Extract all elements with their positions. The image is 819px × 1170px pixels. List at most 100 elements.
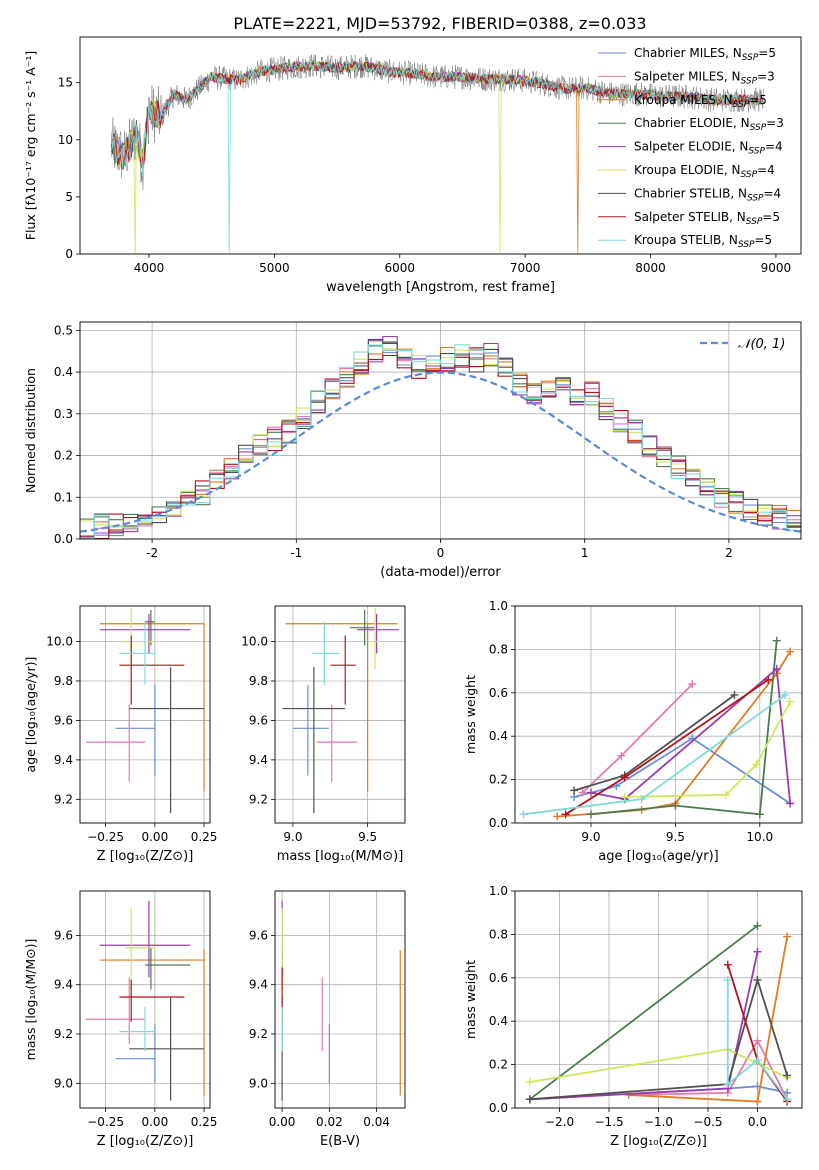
weight-point-salpeter_elodie <box>772 664 781 673</box>
y-tick-label: 15 <box>58 76 73 90</box>
x-axis-label: Z [log₁₀(Z/Z⊙)] <box>97 1134 194 1149</box>
y-tick-label: 1.0 <box>489 599 508 613</box>
x-tick-label: 0.02 <box>316 1115 343 1129</box>
axes-frame <box>79 321 802 540</box>
weight-point-kroupa_miles <box>553 812 562 821</box>
weight-point-chabrier_elodie <box>772 636 781 645</box>
weight-point-salpeter_miles <box>753 1036 762 1045</box>
legend-label-normal: 𝒩(0, 1) <box>738 337 785 352</box>
y-tick-label: 9.6 <box>54 928 73 942</box>
weight-point-salpeter_stelib <box>723 960 732 969</box>
axes-frame <box>274 890 406 1109</box>
weight-point-kroupa_elodie <box>722 790 731 799</box>
weight-line-salpeter_elodie <box>590 667 792 804</box>
y-tick-label: 0 <box>65 247 73 261</box>
weight-line-chabrier_miles <box>573 737 791 805</box>
y-tick-label: 9.4 <box>249 978 268 992</box>
age-vs-mass-panel: 9.0 9.5 9.2 9.4 9.6 9.8 10.0 mass [log₁₀(M/M⊙)] <box>241 605 406 864</box>
x-tick-label: 2 <box>725 546 733 560</box>
x-tick-label: 10.0 <box>746 830 773 844</box>
y-tick-label: 9.2 <box>54 792 73 806</box>
errorbar-marks <box>282 607 400 814</box>
weight-point-salpeter_stelib <box>620 773 629 782</box>
y-tick-label: 0.6 <box>489 971 508 985</box>
weight-point-kroupa_elodie <box>525 1077 534 1086</box>
x-tick-label: 0.0 <box>748 1115 767 1129</box>
weight-point-salpeter_miles <box>617 751 626 760</box>
x-axis-label: Z [log₁₀(Z/Z⊙)] <box>97 849 194 864</box>
y-tick-label: 0.2 <box>489 1058 508 1072</box>
y-tick-label: 9.0 <box>54 1076 73 1090</box>
x-tick-label: 0.04 <box>363 1115 390 1129</box>
x-tick-label: 4000 <box>134 261 165 275</box>
weight-point-chabrier_elodie <box>753 921 762 930</box>
y-tick-label: 0.2 <box>54 449 73 463</box>
weight-line-chabrier_stelib <box>573 694 736 792</box>
weight-point-kroupa_miles <box>753 1097 762 1106</box>
y-axis-label: mass weight <box>463 960 478 1039</box>
weight-point-salpeter_stelib <box>764 675 773 684</box>
y-tick-label: 0.2 <box>489 773 508 787</box>
chart-panels: 4000 5000 6000 7000 8000 9000051015wavelength… <box>23 36 803 1149</box>
mass-vs-extinction-panel: 0.00 0.02 0.04 9.0 9.2 9.4 9.6 E(B-V) <box>249 890 406 1149</box>
x-tick-label: 0.25 <box>191 1115 218 1129</box>
errorbar-marks <box>85 607 205 814</box>
histogram-kroupa_stelib <box>80 344 801 539</box>
spectrum-legend: Chabrier MILES, NSSP=5 Salpeter MILES, NS… <box>598 46 784 250</box>
model-spectrum-kroupa_stelib <box>110 59 764 254</box>
y-tick-label: 10.0 <box>46 635 73 649</box>
weight-point-salpeter_elodie <box>586 788 595 797</box>
axes-frame <box>514 890 803 1109</box>
y-axis-label: Flux [fλ10⁻¹⁷ erg cm⁻² s⁻¹ A⁻¹] <box>23 51 38 240</box>
weight-point-chabrier_stelib <box>570 786 579 795</box>
y-tick-label: 0.0 <box>54 532 73 546</box>
x-tick-label: 0.00 <box>141 1115 168 1129</box>
weight-line-chabrier_elodie <box>529 924 759 1101</box>
x-axis-label: (data-model)/error <box>380 565 501 580</box>
x-tick-label: 1 <box>581 546 589 560</box>
weight-point-chabrier_elodie <box>586 810 595 819</box>
weight-vs-age-panel: 9.0 9.5 10.0 0.0 0.2 0.4 0.6 0.8 1.0 age [log₁₀(a… <box>463 599 803 864</box>
y-tick-label: 9.2 <box>249 792 268 806</box>
x-tick-label: 9000 <box>761 261 792 275</box>
errorbar-marks <box>85 900 205 1101</box>
weight-point-kroupa_stelib <box>781 690 790 699</box>
y-tick-label: 9.2 <box>249 1027 268 1041</box>
axes-frame <box>514 605 803 824</box>
legend-label-chabrier_stelib: Chabrier STELIB, NSSP=4 <box>634 186 781 203</box>
axes-frame <box>274 605 406 824</box>
x-axis-label: age [log₁₀(age/yr)] <box>598 849 719 864</box>
y-tick-label: 9.6 <box>249 713 268 727</box>
y-axis-label: age [log₁₀(age/yr)] <box>23 657 38 773</box>
x-tick-label: 9.5 <box>358 830 377 844</box>
weight-point-kroupa_stelib <box>753 1056 762 1065</box>
residual-histograms <box>80 335 801 539</box>
residuals-panel: -2 -1 0 1 2 0.0 0.1 0.2 0.3 0.4 0.5 (data-model)/er… <box>23 321 802 580</box>
x-tick-label: 5000 <box>259 261 290 275</box>
weight-lines <box>519 636 795 821</box>
y-tick-label: 0.0 <box>489 1101 508 1115</box>
y-tick-label: 0.5 <box>54 323 73 337</box>
weight-point-kroupa_stelib <box>519 810 528 819</box>
weight-point-chabrier_stelib <box>783 1071 792 1080</box>
weight-point-kroupa_stelib <box>723 1080 732 1089</box>
y-tick-label: 10 <box>58 133 73 147</box>
weight-point-salpeter_stelib <box>561 810 570 819</box>
x-tick-label: 9.0 <box>581 830 600 844</box>
weight-point-kroupa_elodie <box>786 697 795 706</box>
weight-point-kroupa_stelib <box>637 795 646 804</box>
weight-point-kroupa_stelib <box>723 975 732 984</box>
legend-label-salpeter_elodie: Salpeter ELODIE, NSSP=4 <box>634 140 783 157</box>
legend-label-kroupa_miles: Kroupa MILES, NSSP=5 <box>634 93 767 110</box>
y-tick-label: 10.0 <box>241 635 268 649</box>
normal-reference-curve <box>80 371 801 533</box>
x-tick-label: 0 <box>437 546 445 560</box>
weight-point-kroupa_miles <box>783 932 792 941</box>
y-tick-label: 9.6 <box>54 713 73 727</box>
y-tick-label: 5 <box>65 190 73 204</box>
legend-label-chabrier_elodie: Chabrier ELODIE, NSSP=3 <box>634 116 784 133</box>
weight-point-salpeter_elodie <box>786 799 795 808</box>
errorbar-marks <box>281 900 401 1101</box>
x-axis-label: E(B-V) <box>320 1134 360 1149</box>
